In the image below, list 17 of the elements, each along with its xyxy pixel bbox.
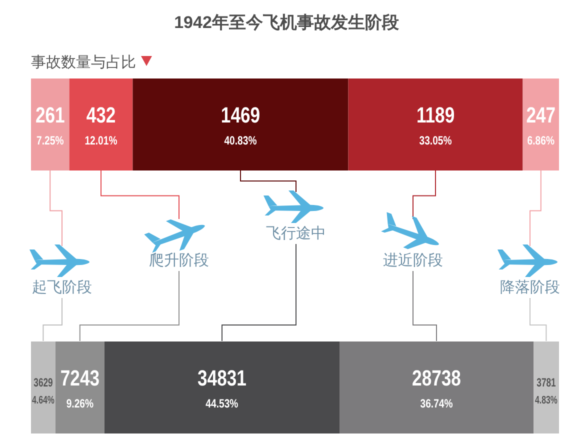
data-label: 34831 44.53% <box>198 366 246 411</box>
data-label: 1469 40.83% <box>220 104 260 148</box>
data-label: 28738 36.74% <box>412 366 461 411</box>
text: 降落阶段 <box>500 279 560 296</box>
data-label: 3781 4.83% <box>535 377 558 407</box>
data-label: 1189 33.05% <box>416 104 455 148</box>
text: 爬升阶段 <box>149 252 209 269</box>
text: 进近阶段 <box>383 252 443 269</box>
data-label: 3629 4.64% <box>32 377 55 407</box>
data-label: 261 7.25% <box>35 104 65 148</box>
y-tick-label: 事故数量与占比 <box>31 54 136 71</box>
text: 1942年至今飞机事故发生阶段 <box>174 13 400 32</box>
data-label: 432 12.01% <box>84 104 118 148</box>
data-label: 7243 9.26% <box>60 366 100 411</box>
text: 起飞阶段 <box>32 279 92 296</box>
text: 飞行途中 <box>266 225 326 242</box>
data-label: 247 6.86% <box>526 104 556 148</box>
